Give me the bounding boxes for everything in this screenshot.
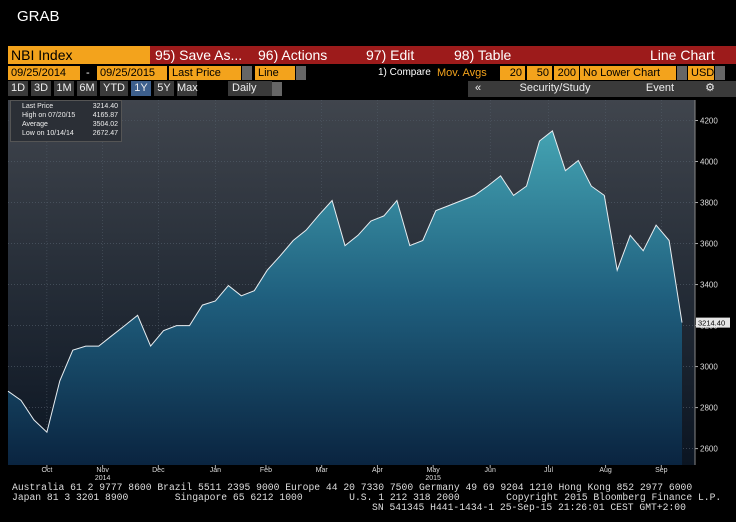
stat-row: Low on 10/14/14 2672.47 (14, 129, 118, 138)
date-separator: - (86, 67, 90, 79)
price-line (7, 129, 683, 434)
x-year-label: 2014 (95, 475, 111, 482)
dropdown[interactable] (296, 66, 306, 80)
frequency-select[interactable]: Daily (228, 81, 272, 96)
x-tick-label: Jun (485, 467, 496, 474)
stat-label: Average (22, 121, 48, 128)
moving-average[interactable]: 200 (554, 66, 579, 80)
collapse-button[interactable]: « (470, 81, 486, 96)
dropdown[interactable] (677, 66, 687, 80)
menu-item[interactable]: 95) Save As... (155, 47, 243, 63)
stat-value: 3504.02 (92, 121, 118, 128)
menu-item[interactable]: 97) Edit (366, 47, 415, 63)
period-button[interactable]: YTD (100, 81, 128, 96)
window-title: GRAB (17, 8, 60, 25)
legend-box (10, 100, 122, 142)
period-button[interactable]: 3D (31, 81, 51, 96)
stat-value: 3214.40 (92, 103, 118, 110)
x-tick-label: Mar (316, 467, 329, 474)
y-tick-label: 3600 (700, 240, 718, 249)
menu-bar (150, 46, 736, 64)
period-button[interactable]: 1Y (131, 81, 151, 96)
menu-item[interactable]: 98) Table (454, 47, 512, 63)
stat-row: Average 3504.02 (14, 120, 118, 129)
style-select[interactable]: Line (255, 66, 295, 80)
y-tick-label: 4000 (700, 158, 718, 167)
moving-average[interactable]: 50 (527, 66, 552, 80)
y-tick-label: 4200 (700, 117, 718, 126)
stat-row: High on 07/20/15 4165.87 (14, 111, 118, 120)
y-tick-label: 2800 (700, 404, 718, 413)
field-select[interactable]: Last Price (169, 66, 241, 80)
x-tick-label: Jan (210, 467, 221, 474)
stat-label: Last Price (22, 103, 54, 110)
moving-average[interactable]: 20 (500, 66, 525, 80)
studies-label[interactable]: Mov. Avgs (437, 67, 487, 79)
security-box[interactable]: NBI Index (8, 46, 150, 64)
y-tick-label: 2600 (700, 445, 718, 454)
stat-label: High on 07/20/15 (22, 112, 76, 119)
dropdown[interactable] (272, 82, 282, 96)
dropdown[interactable] (715, 66, 725, 80)
period-button[interactable]: 1D (8, 81, 28, 96)
y-tick-label: 3000 (700, 363, 718, 372)
dropdown[interactable] (242, 66, 252, 80)
stat-row: Last Price 3214.40 (14, 102, 118, 111)
price-area (8, 130, 683, 466)
x-tick-label: Aug (599, 467, 612, 474)
period-button[interactable]: 5Y (154, 81, 174, 96)
lower-chart[interactable]: No Lower Chart (580, 66, 676, 80)
settings-button[interactable]: ⚙ (700, 81, 720, 96)
compare-label[interactable]: 1) Compare (378, 67, 431, 78)
x-tick-label: Nov (96, 467, 109, 474)
menu-item[interactable]: 96) Actions (258, 47, 328, 63)
x-tick-label: Sep (655, 467, 668, 474)
legend-stats: Last Price 3214.40 High on 07/20/15 4165.87… (14, 102, 118, 138)
footer-line: Japan 81 3 3201 8900 Singapore 65 6212 1… (12, 492, 722, 503)
currency[interactable]: USD (688, 66, 714, 80)
x-tick-label: Oct (41, 467, 52, 474)
last-price-tag-box (696, 317, 730, 328)
footer-line: Australia 61 2 9777 8600 Brazil 5511 239… (12, 482, 693, 493)
end-date[interactable]: 09/25/2015 (97, 66, 167, 80)
x-year-label: 2015 (425, 475, 441, 482)
start-date[interactable]: 09/25/2014 (8, 66, 80, 80)
x-tick-label: Feb (260, 467, 272, 474)
x-tick-label: May (427, 467, 441, 474)
view-name: Line Chart (650, 47, 715, 63)
event-button[interactable]: Event (625, 81, 695, 96)
security-study-button[interactable]: Security/Study (500, 81, 610, 96)
period-button[interactable]: 1M (54, 81, 74, 96)
x-tick-label: Dec (152, 467, 165, 474)
last-price-tag: 3214.40 (698, 319, 725, 328)
x-tick-label: Apr (372, 467, 384, 474)
y-tick-label: 3800 (700, 199, 718, 208)
y-tick-label: 3400 (700, 281, 718, 290)
period-button[interactable]: Max (177, 81, 198, 96)
x-tick-label: Jul (544, 467, 553, 474)
stat-value: 2672.47 (92, 130, 118, 137)
period-button[interactable]: 6M (77, 81, 97, 96)
stat-value: 4165.87 (92, 112, 118, 119)
stat-label: Low on 10/14/14 (22, 130, 74, 137)
footer-line: SN 541345 H441-1434-1 25-Sep-15 21:26:01… (372, 502, 686, 513)
